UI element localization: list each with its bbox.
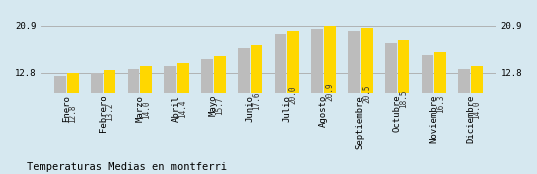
Bar	[311, 29, 323, 147]
Bar	[287, 31, 299, 147]
Bar	[434, 53, 446, 147]
Bar	[91, 73, 103, 147]
Bar	[201, 59, 213, 147]
Bar	[67, 73, 79, 147]
Bar	[471, 66, 483, 147]
Text: 16.3: 16.3	[436, 95, 445, 113]
Bar	[104, 70, 115, 147]
Bar	[385, 43, 396, 147]
Bar	[348, 31, 360, 147]
Bar	[251, 45, 263, 147]
Bar	[164, 66, 176, 147]
Bar	[324, 26, 336, 147]
Text: 14.0: 14.0	[473, 101, 482, 119]
Text: 13.2: 13.2	[105, 103, 114, 121]
Bar	[361, 28, 373, 147]
Text: 20.9: 20.9	[325, 83, 335, 101]
Text: 15.7: 15.7	[215, 96, 224, 115]
Text: 14.4: 14.4	[179, 100, 187, 118]
Bar	[274, 34, 286, 147]
Text: Temperaturas Medias en montferri: Temperaturas Medias en montferri	[27, 162, 227, 172]
Text: 18.5: 18.5	[399, 89, 408, 108]
Bar	[214, 56, 226, 147]
Bar	[398, 40, 409, 147]
Text: 17.6: 17.6	[252, 92, 261, 110]
Text: 14.0: 14.0	[142, 101, 151, 119]
Bar	[128, 69, 139, 147]
Bar	[54, 76, 66, 147]
Text: 20.5: 20.5	[362, 84, 371, 102]
Text: 20.0: 20.0	[289, 85, 298, 104]
Bar	[458, 69, 470, 147]
Bar	[177, 64, 189, 147]
Bar	[422, 55, 433, 147]
Text: 12.8: 12.8	[68, 104, 77, 122]
Bar	[141, 66, 152, 147]
Bar	[238, 48, 250, 147]
